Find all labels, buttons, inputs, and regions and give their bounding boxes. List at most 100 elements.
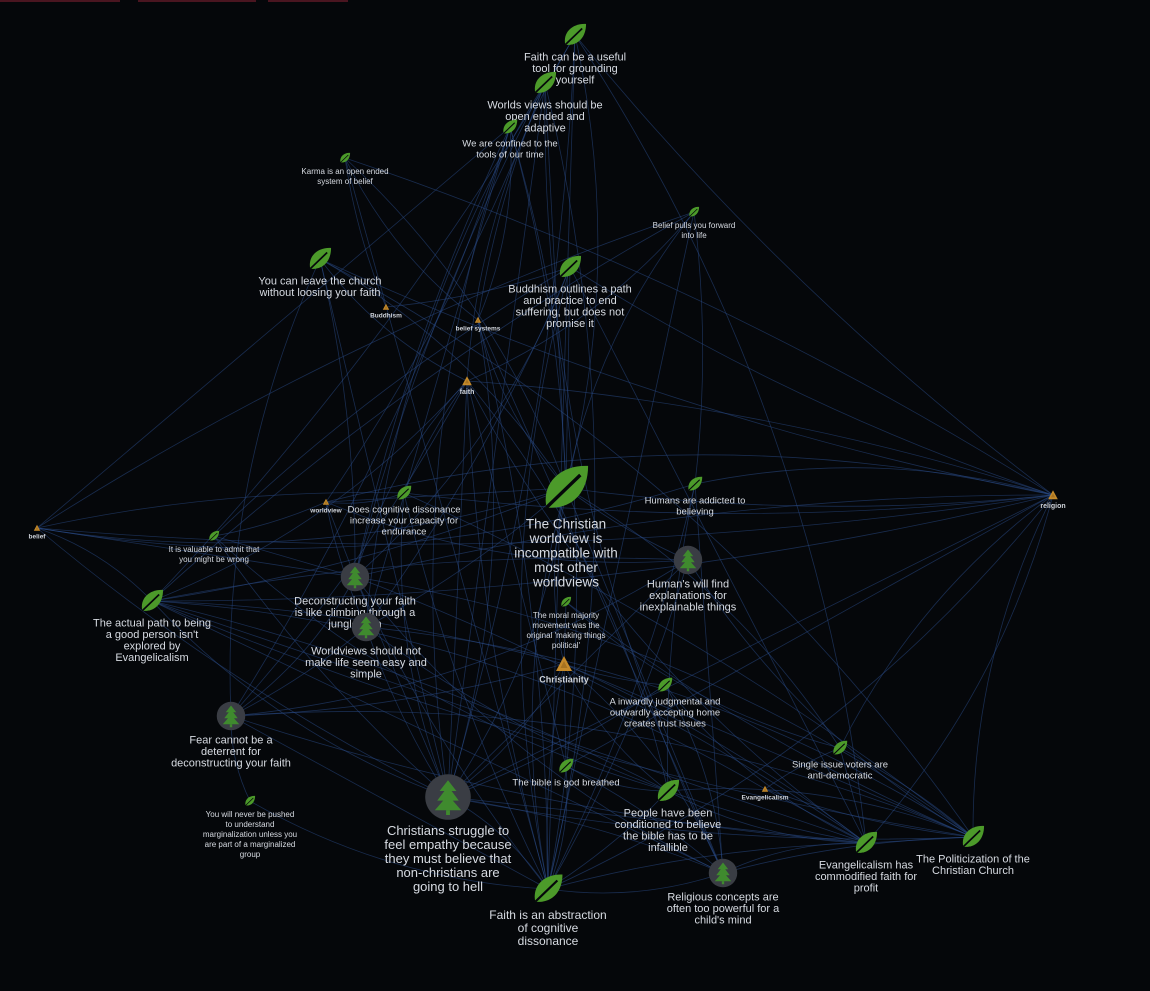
edge-t4-n27 (547, 494, 1054, 890)
edge-n23-n24 (667, 790, 867, 844)
node-n20[interactable]: The bible is god breathed (512, 758, 620, 789)
node-label-line: is like climbing through a (295, 607, 416, 619)
node-t6[interactable]: belief (29, 524, 47, 541)
node-label-line: Evangelicalism (742, 795, 789, 802)
leaf-icon (558, 758, 574, 774)
edge-t5-n13 (325, 501, 689, 563)
node-label-line: dissonance (518, 934, 579, 948)
node-label-line: faith (460, 389, 475, 396)
node-label-line: The moral majority (533, 611, 599, 620)
edge-t7-n24 (563, 663, 867, 844)
node-label-line: going to hell (413, 879, 483, 894)
edge-n22-n24 (447, 796, 867, 844)
node-label-line: People have been (624, 807, 713, 819)
edge-n14-n24 (151, 600, 867, 844)
edge-t3-n18 (230, 380, 468, 717)
node-label-line: of cognitive (518, 921, 579, 935)
node-label-line: deterrent for (201, 746, 261, 758)
node-label-line: Karma is an open ended (301, 167, 388, 176)
node-t2[interactable]: belief systems (456, 316, 501, 333)
edge-t7-n26 (563, 663, 724, 874)
node-label-line: a good person isn't (106, 629, 199, 641)
tree-icon (673, 545, 703, 575)
edge-n3-n12 (354, 126, 511, 578)
edge-n18-n25 (230, 711, 974, 838)
node-label-line: A inwardly judgmental and (610, 697, 721, 708)
edge-n5-n9 (693, 211, 704, 485)
node-label-line: commodified faith for (815, 871, 917, 883)
edge-n5-n27 (547, 211, 695, 890)
node-t7[interactable]: Christianity (539, 656, 589, 685)
node-label-line: explored by (124, 640, 181, 652)
node-t3[interactable]: faith (460, 376, 475, 396)
edge-t3-n14 (151, 380, 468, 602)
edge-n12-n25 (354, 576, 974, 838)
edge-n2-t5 (325, 82, 546, 503)
edge-n8-t5 (325, 487, 567, 503)
edge-t7-n27 (546, 663, 565, 890)
leaf-icon (657, 677, 673, 693)
node-label-line: child's mind (694, 914, 751, 926)
edge-t6-n10 (36, 492, 405, 529)
edge-t6-n22 (36, 527, 449, 798)
edge-n8-n14 (151, 487, 567, 602)
edge-n2-n26 (544, 82, 724, 874)
edge-n13-n18 (230, 559, 689, 717)
node-t8[interactable]: Evangelicalism (742, 785, 789, 802)
node-label-line: believing (676, 507, 714, 518)
leaf-icon (533, 873, 564, 904)
node-label-line: Belief pulls you forward (653, 221, 736, 230)
edge-n15-n18 (230, 626, 367, 717)
edge-n8-n26 (565, 487, 724, 874)
edge-t4-n10 (403, 492, 1054, 514)
edge-n20-n23 (565, 765, 669, 792)
node-t5[interactable]: worldview (309, 498, 343, 515)
edge-n26-n27 (547, 872, 724, 894)
node-t1[interactable]: Buddhism (370, 303, 402, 320)
node-label-line: explanations for (649, 590, 727, 602)
node-label-line: Christians struggle to (387, 823, 509, 838)
node-label-line: Buddhism (370, 313, 402, 320)
edge-t4-n20 (565, 494, 1054, 767)
edge-n1-n14 (151, 34, 576, 602)
edge-t8-n25 (764, 788, 974, 838)
leaf-icon (543, 464, 590, 510)
node-label-line: original 'making things (527, 631, 606, 640)
node-label-line: Religious concepts are (667, 891, 778, 903)
edge-n13-n14 (151, 557, 689, 602)
edge-n1-n8 (565, 34, 599, 489)
node-label-line: without loosing your faith (258, 287, 380, 299)
edge-n6-t4 (319, 258, 1054, 496)
node-label-line: non-christians are (396, 865, 499, 880)
edge-t8-n24 (764, 788, 867, 844)
node-label-line: It is valuable to admit that (169, 545, 260, 554)
node-t4[interactable]: religion (1040, 490, 1066, 510)
edge-n6-t3 (319, 258, 468, 382)
